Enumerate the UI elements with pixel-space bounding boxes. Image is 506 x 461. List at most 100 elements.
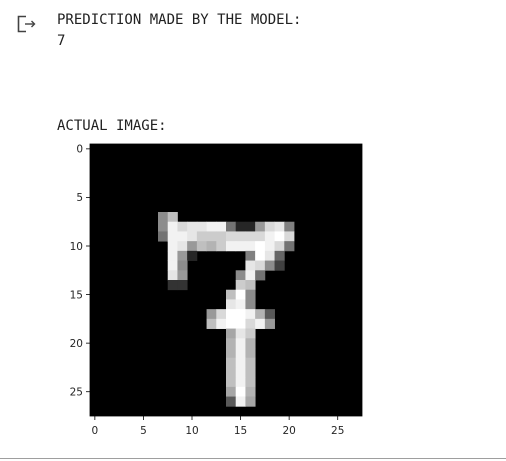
image-pixel <box>245 377 256 388</box>
image-pixel <box>245 270 256 281</box>
image-pixel <box>196 221 207 232</box>
image-pixel <box>245 241 256 252</box>
output-redirect-icon[interactable] <box>17 15 37 33</box>
image-pixel <box>235 241 246 252</box>
image-pixel <box>245 260 256 271</box>
image-pixel <box>235 357 246 368</box>
image-pixel <box>216 318 227 329</box>
image-pixel <box>216 241 227 252</box>
image-pixel <box>226 328 237 339</box>
image-pixel <box>274 260 285 271</box>
image-pixel <box>167 270 178 281</box>
image-pixel <box>187 231 198 242</box>
prediction-header: PREDICTION MADE BY THE MODEL: <box>57 12 302 28</box>
image-pixel <box>274 241 285 252</box>
image-pixel <box>177 250 188 261</box>
image-pixel <box>235 270 246 281</box>
x-tick-label: 5 <box>140 425 147 437</box>
image-pixel <box>235 289 246 300</box>
image-pixel <box>158 221 169 232</box>
image-pixel <box>235 221 246 232</box>
image-pixel <box>206 231 217 242</box>
y-tick-label: 15 <box>70 289 83 301</box>
image-pixel <box>177 241 188 252</box>
image-pixel <box>245 357 256 368</box>
image-pixel <box>245 309 256 320</box>
y-tick-label: 20 <box>70 338 83 350</box>
image-pixel <box>206 309 217 320</box>
image-header: ACTUAL IMAGE: <box>57 118 167 134</box>
image-pixel <box>235 367 246 378</box>
image-pixel <box>284 231 295 242</box>
image-pixel <box>226 221 237 232</box>
image-pixel <box>235 231 246 242</box>
x-axis-ticks: 0 5 10 15 20 25 <box>92 416 344 437</box>
image-pixel <box>255 260 266 271</box>
image-pixel <box>245 367 256 378</box>
image-pixel <box>235 318 246 329</box>
image-pixels <box>158 212 295 407</box>
image-pixel <box>274 250 285 261</box>
image-pixel <box>255 241 266 252</box>
image-pixel <box>235 309 246 320</box>
image-pixel <box>226 231 237 242</box>
y-tick-label: 25 <box>70 387 83 399</box>
image-pixel <box>255 221 266 232</box>
image-pixel <box>255 250 266 261</box>
image-pixel <box>245 338 256 349</box>
image-pixel <box>245 386 256 397</box>
image-pixel <box>255 309 266 320</box>
y-tick-label: 10 <box>70 241 83 253</box>
image-pixel <box>264 241 275 252</box>
image-pixel <box>226 299 237 310</box>
y-tick-label: 5 <box>76 192 83 204</box>
image-pixel <box>245 221 256 232</box>
image-pixel <box>226 367 237 378</box>
x-tick-label: 20 <box>282 425 295 437</box>
image-pixel <box>284 241 295 252</box>
image-pixel <box>167 241 178 252</box>
image-pixel <box>245 328 256 339</box>
image-frame <box>89 143 363 417</box>
image-pixel <box>264 260 275 271</box>
image-pixel <box>226 289 237 300</box>
image-pixel <box>206 318 217 329</box>
image-pixel <box>235 377 246 388</box>
x-tick-label: 15 <box>234 425 247 437</box>
image-pixel <box>226 377 237 388</box>
image-pixel <box>235 328 246 339</box>
image-pixel <box>264 309 275 320</box>
image-pixel <box>167 250 178 261</box>
image-pixel <box>167 221 178 232</box>
image-pixel <box>216 221 227 232</box>
image-pixel <box>216 309 227 320</box>
image-pixel <box>177 260 188 271</box>
image-pixel <box>255 231 266 242</box>
image-pixel <box>177 221 188 232</box>
image-pixel <box>187 221 198 232</box>
image-pixel <box>187 250 198 261</box>
image-pixel <box>245 396 256 407</box>
digit-image-plot: 0 5 10 15 20 25 0 5 10 15 20 25 <box>70 143 363 437</box>
image-pixel <box>245 318 256 329</box>
image-pixel <box>196 241 207 252</box>
image-pixel <box>235 280 246 291</box>
image-pixel <box>235 386 246 397</box>
y-axis-ticks: 0 5 10 15 20 25 <box>70 144 90 399</box>
image-pixel <box>264 318 275 329</box>
image-pixel <box>226 338 237 349</box>
image-pixel <box>177 270 188 281</box>
image-pixel <box>274 221 285 232</box>
image-pixel <box>235 299 246 310</box>
y-tick-label: 0 <box>76 144 83 156</box>
image-pixel <box>255 318 266 329</box>
image-pixel <box>245 348 256 359</box>
image-pixel <box>264 250 275 261</box>
image-pixel <box>187 241 198 252</box>
image-pixel <box>177 231 188 242</box>
image-pixel <box>158 212 169 223</box>
image-pixel <box>235 396 246 407</box>
image-pixel <box>177 280 188 291</box>
cell-bottom-divider <box>0 458 506 459</box>
